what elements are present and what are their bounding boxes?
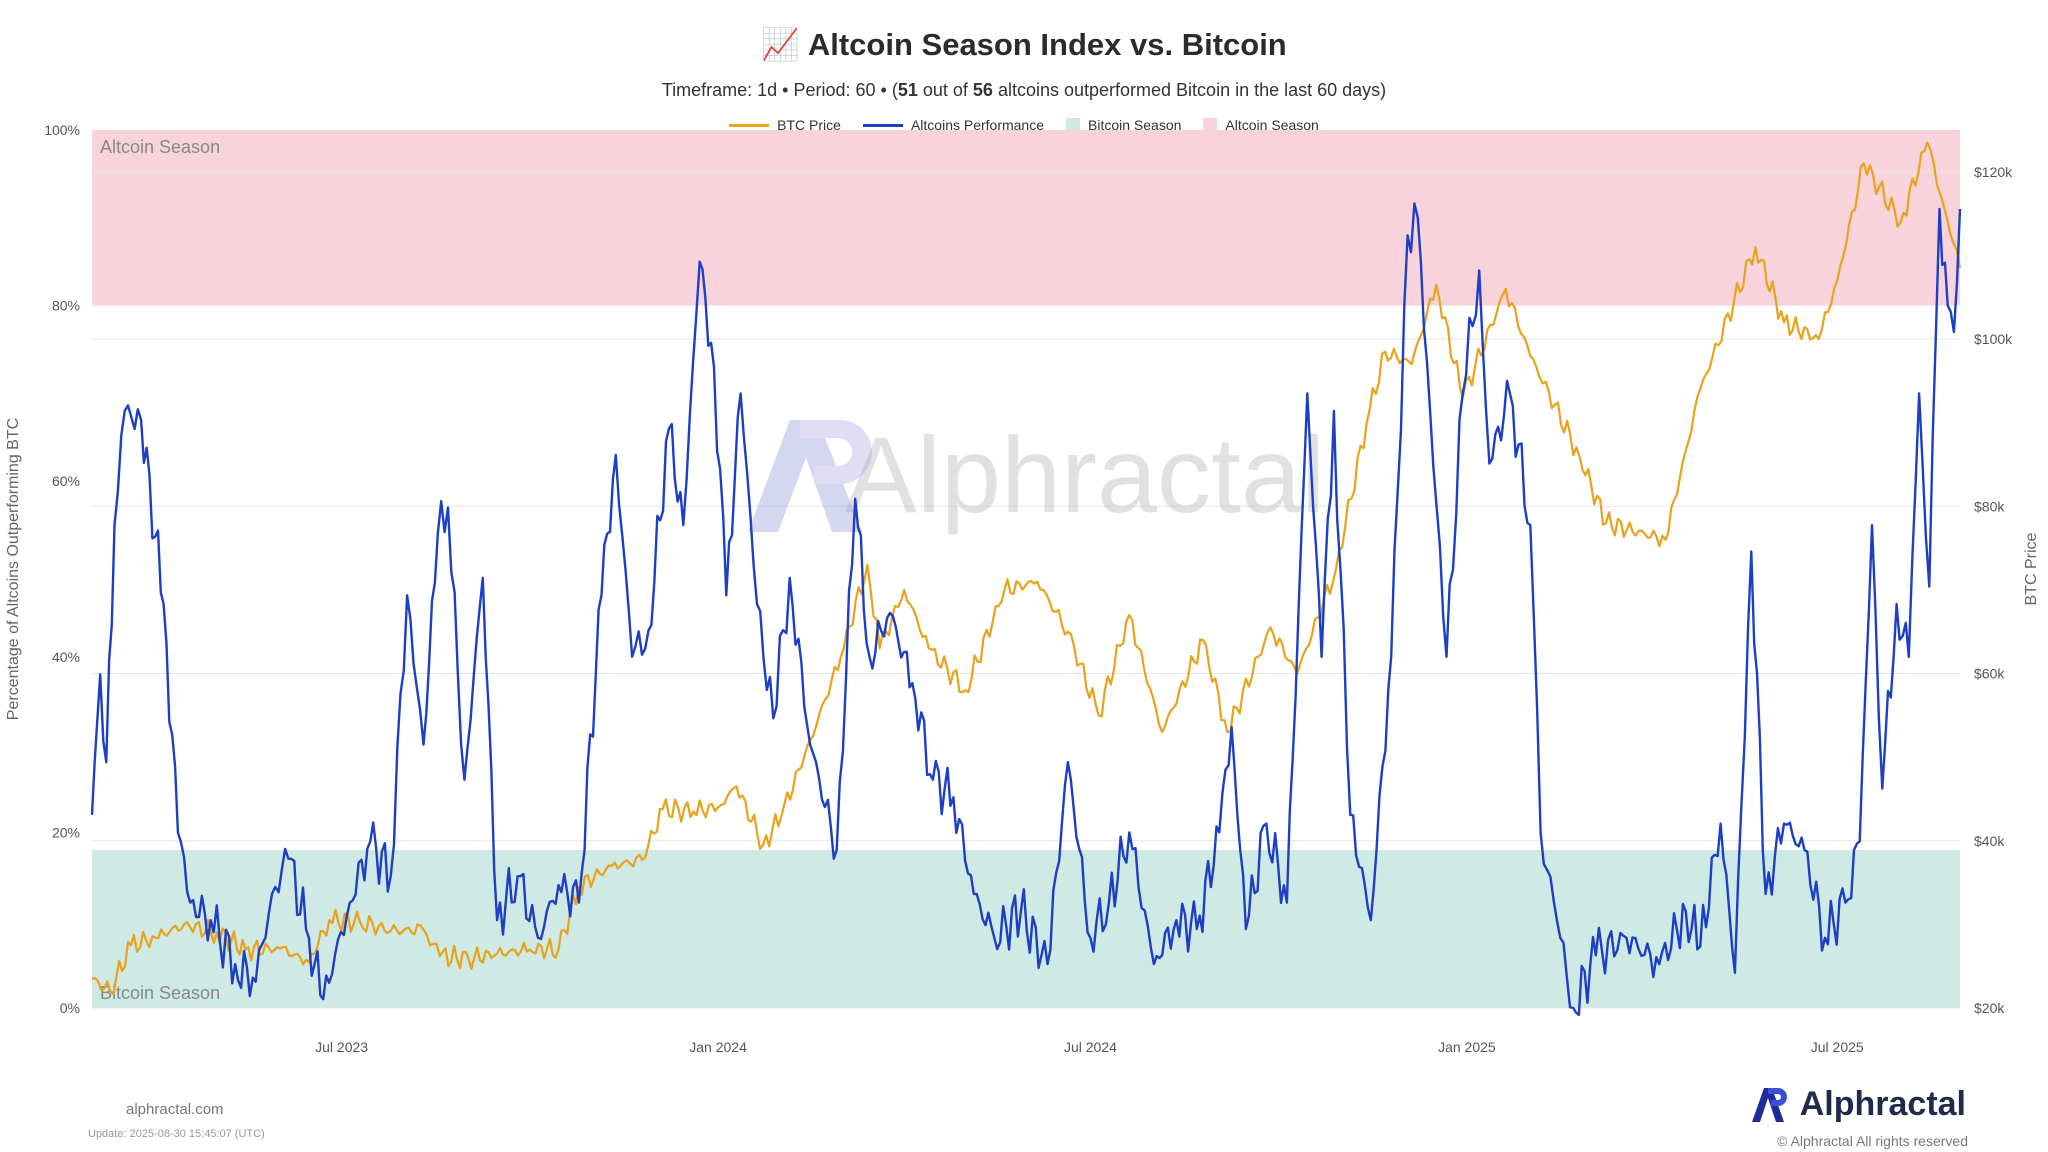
watermark-logo-icon (748, 420, 872, 532)
y-right-tick-label: $80k (1974, 498, 2005, 514)
legend-item-altcoins-performance[interactable]: Altcoins Performance (862, 117, 1045, 133)
brand-name: Alphractal (1799, 1084, 1966, 1123)
brand-logo: Alphractal (1750, 1084, 1966, 1124)
legend-label-btc: BTC Price (777, 117, 841, 133)
legend-item-altcoin-season[interactable]: Altcoin Season (1203, 117, 1319, 133)
legend-label-bitcoin-season: Bitcoin Season (1088, 117, 1182, 133)
y-right-tick-label: $100k (1974, 331, 2013, 347)
legend-label-altcoin-season: Altcoin Season (1225, 117, 1319, 133)
x-tick-label: Jul 2023 (315, 1039, 368, 1055)
watermark: Alphractal (748, 414, 1325, 535)
legend-swatch-btc (729, 123, 770, 127)
y-left-axis-title: Percentage of Altcoins Outperforming BTC (5, 418, 22, 720)
subtitle-mid: out of (917, 80, 973, 100)
y-right-tick-label: $40k (1974, 833, 2005, 849)
footer-copyright: © Alphractal All rights reserved (1777, 1133, 1968, 1149)
btc-price-line (91, 141, 1962, 996)
subtitle-prefix: Timeframe: 1d • Period: 60 • ( (661, 80, 898, 100)
zone-label-bitcoin-season: Bitcoin Season (100, 983, 220, 1003)
y-left-tick-label: 80% (52, 298, 80, 314)
altcoin-season-zone (92, 130, 1960, 306)
x-tick-label: Jul 2024 (1064, 1039, 1117, 1055)
legend-swatch-bitcoin-season (1066, 118, 1081, 132)
chart-title-text: Altcoin Season Index vs. Bitcoin (807, 27, 1287, 62)
y-left-tick-label: 40% (52, 649, 80, 665)
chart-up-icon: 📈 (761, 27, 800, 63)
alphractal-logo-icon (1751, 1088, 1787, 1122)
subtitle-total-count: 56 (972, 80, 993, 100)
y-right-tick-label: $60k (1974, 666, 2005, 682)
footer-left: alphractal.com Update: 2025-08-30 15:45:… (88, 1101, 265, 1140)
subtitle-outperform-count: 51 (897, 80, 918, 100)
footer-update-time: Update: 2025-08-30 15:45:07 (UTC) (88, 1128, 265, 1140)
legend-item-btc-price[interactable]: BTC Price (729, 117, 841, 133)
altcoins-performance-line (90, 202, 1962, 1017)
legend-swatch-alt (862, 123, 903, 127)
footer-site-link[interactable]: alphractal.com (126, 1101, 224, 1118)
chart-subtitle: Timeframe: 1d • Period: 60 • (51 out of … (0, 80, 2048, 101)
y-left-tick-label: 100% (44, 122, 80, 138)
subtitle-suffix: altcoins outperformed Bitcoin in the las… (992, 80, 1387, 100)
x-tick-label: Jul 2025 (1811, 1039, 1864, 1055)
y-right-tick-label: $20k (1974, 1000, 2005, 1016)
zone-label-altcoin-season: Altcoin Season (100, 137, 220, 157)
chart-title: 📈 Altcoin Season Index vs. Bitcoin (0, 26, 2048, 63)
chart-legend: BTC Price Altcoins Performance Bitcoin S… (0, 117, 2048, 133)
y-left-tick-label: 0% (60, 1000, 80, 1016)
x-tick-label: Jan 2024 (689, 1039, 747, 1055)
legend-swatch-altcoin-season (1203, 118, 1218, 132)
x-tick-label: Jan 2025 (1438, 1039, 1496, 1055)
y-left-tick-label: 20% (52, 824, 80, 840)
y-right-axis-title: BTC Price (2023, 532, 2040, 605)
legend-label-alt: Altcoins Performance (910, 117, 1045, 133)
watermark-text: Alphractal (845, 414, 1325, 535)
y-left-tick-label: 60% (52, 473, 80, 489)
y-right-tick-label: $120k (1974, 164, 2013, 180)
legend-item-bitcoin-season[interactable]: Bitcoin Season (1066, 117, 1181, 133)
